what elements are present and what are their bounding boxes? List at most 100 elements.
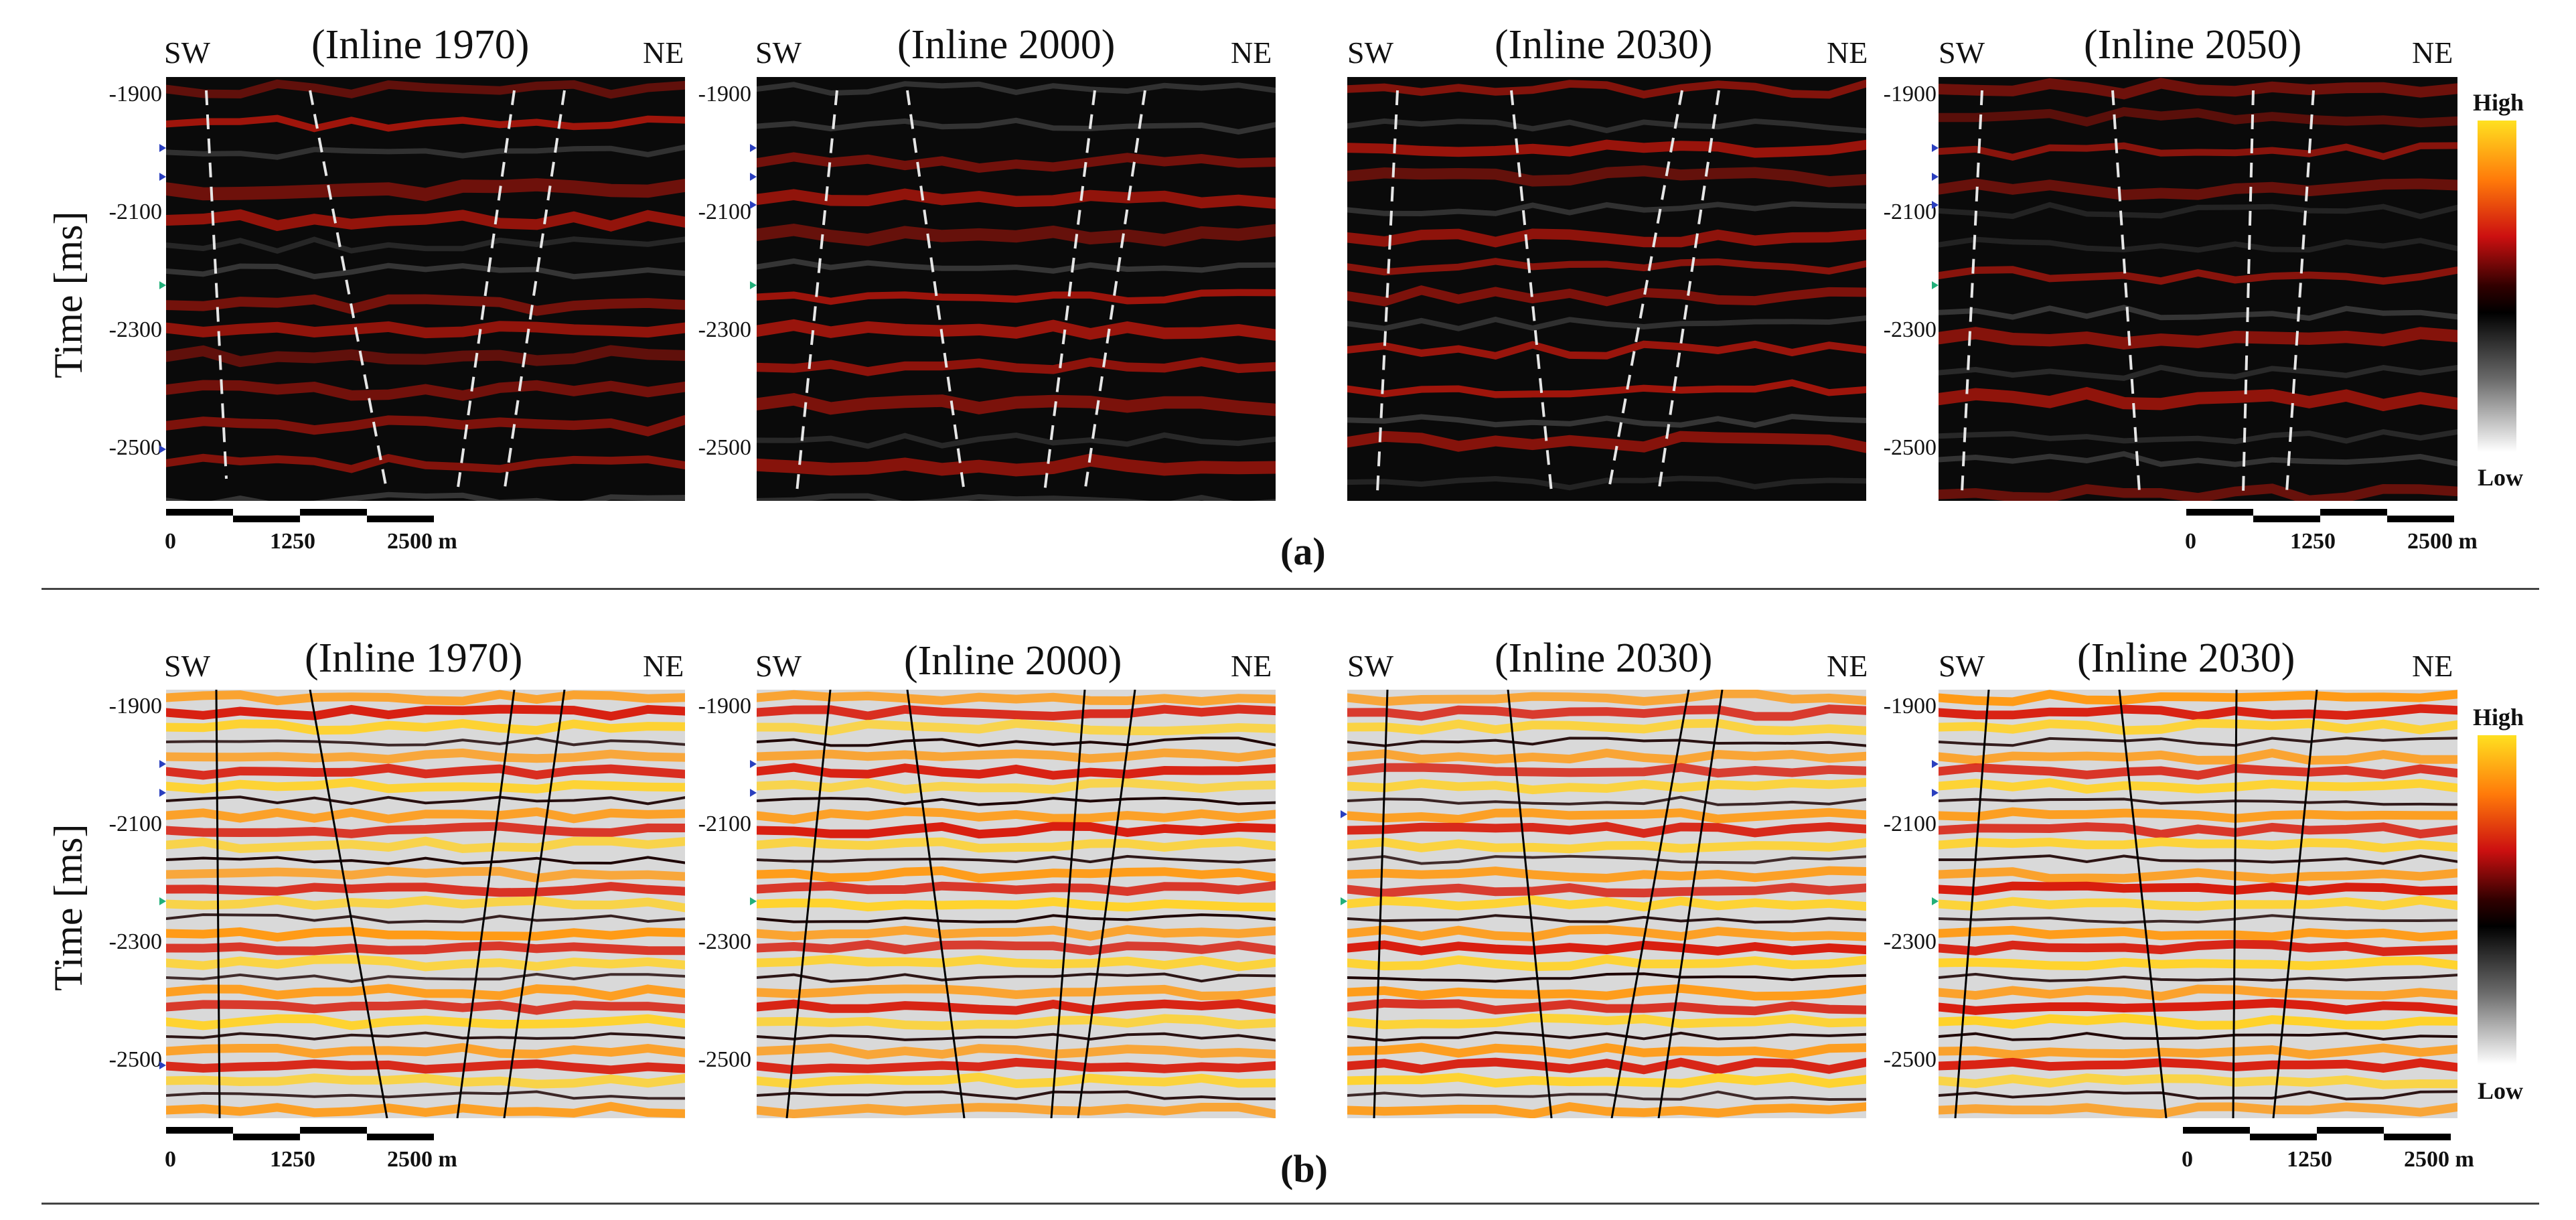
horizon-marker: [159, 173, 166, 181]
colorbar-low-label: Low: [2478, 464, 2524, 491]
reflector-band: [1347, 201, 1866, 217]
reflector-band: [1939, 305, 2457, 321]
scale-zero: 0: [2185, 529, 2196, 554]
scale-bar: 0 1250 2500 m: [165, 1127, 457, 1187]
panel-a1-seismic: [166, 77, 685, 501]
panel-b1-seismic: [166, 690, 685, 1118]
colorbar-high-label: High: [2473, 89, 2524, 116]
reflector-band: [1347, 718, 1866, 735]
reflector-band: [1939, 718, 2457, 735]
reflector-band: [1939, 386, 2457, 412]
tick-2300: -2300: [698, 317, 751, 342]
reflector-band: [166, 1059, 685, 1075]
reflector-band: [166, 1014, 685, 1031]
reflector-band: [1347, 379, 1866, 398]
reflector-band: [1347, 749, 1866, 765]
reflector-band: [757, 939, 1276, 956]
reflector-band: [166, 895, 685, 913]
sw-label: SW: [755, 35, 802, 70]
reflector-band: [1347, 228, 1866, 248]
reflector-band: [166, 690, 685, 706]
reflector-band: [166, 453, 685, 473]
horizon-marker: [159, 144, 166, 152]
reflector-band: [757, 493, 1276, 501]
scale-zero: 0: [2182, 1147, 2193, 1172]
reflector-band: [166, 882, 685, 897]
scale-end: 2500 m: [387, 1147, 457, 1172]
reflector-band: [1939, 797, 2457, 806]
panel-a4-seismic: [1939, 77, 2457, 501]
reflector-band: [166, 941, 685, 956]
reflector-band: [757, 718, 1276, 736]
panel-b1-title: (Inline 1970): [305, 635, 523, 681]
horizon-marker: [159, 1061, 166, 1069]
reflector-band: [757, 881, 1276, 897]
reflector-band: [1939, 1102, 2457, 1118]
reflector-band: [757, 1090, 1276, 1101]
reflector-band: [1939, 972, 2457, 982]
tick-2500: -2500: [1883, 435, 1937, 460]
row-b-label: (b): [1280, 1147, 1328, 1191]
reflector-band: [1939, 939, 2457, 956]
sw-label: SW: [164, 35, 210, 70]
scale-bar: 0 1250 2500 m: [2182, 1127, 2474, 1187]
scale-end: 2500 m: [2407, 529, 2478, 554]
separator-a: [42, 588, 2539, 590]
reflector-band: [1347, 763, 1866, 778]
reflector-band: [1347, 925, 1866, 941]
reflector-band: [757, 690, 1276, 706]
tick-2500: -2500: [1883, 1047, 1937, 1072]
scale-mid: 1250: [270, 529, 315, 554]
horizon-marker: [1932, 201, 1939, 209]
reflector-band: [1347, 165, 1866, 187]
reflector-band: [757, 432, 1276, 449]
horizon-marker: [750, 281, 757, 289]
horizon-marker: [750, 201, 757, 209]
reflector-band: [1347, 954, 1866, 972]
reflector-band: [166, 1000, 685, 1015]
reflector-band: [757, 392, 1276, 416]
reflector-band: [757, 704, 1276, 721]
reflector-band: [166, 856, 685, 865]
horizon-marker: [750, 897, 757, 905]
ne-label: NE: [1231, 35, 1272, 70]
reflector-band: [757, 999, 1276, 1015]
reflector-band: [1347, 1073, 1866, 1088]
reflector-band: [166, 294, 685, 316]
reflector-band: [166, 380, 685, 401]
reflector-band: [1939, 763, 2457, 780]
reflector-band: [1347, 795, 1866, 806]
tick-1900: -1900: [108, 694, 162, 718]
y-axis-label: Time [ms]: [46, 211, 90, 379]
reflector-band: [757, 837, 1276, 853]
reflector-band: [757, 1043, 1276, 1059]
horizon-marker: [1932, 173, 1939, 181]
tick-2100: -2100: [1883, 812, 1937, 836]
tick-1900: -1900: [698, 82, 751, 106]
reflector-band: [1347, 883, 1866, 898]
reflector-band: [1939, 998, 2457, 1015]
reflector-band: [1939, 1057, 2457, 1073]
reflector-band: [757, 954, 1276, 972]
reflector-band: [166, 1031, 685, 1041]
reflector-band: [166, 822, 685, 838]
reflector-band: [1939, 867, 2457, 883]
horizon-marker: [1341, 810, 1347, 818]
reflector-band: [1939, 984, 2457, 1001]
seismic-section-a2: [757, 77, 1276, 501]
reflector-band: [1939, 956, 2457, 971]
reflector-band: [1347, 431, 1866, 453]
reflector-band: [1939, 1043, 2457, 1059]
tick-2300: -2300: [1883, 929, 1937, 954]
reflector-band: [757, 866, 1276, 883]
reflector-band: [1939, 78, 2457, 100]
seismic-section-b2: [757, 690, 1276, 1118]
tick-1900: -1900: [108, 82, 162, 106]
reflector-band: [1939, 881, 2457, 896]
seismic-section-b3: [1347, 690, 1866, 1118]
reflector-band: [757, 1032, 1276, 1042]
reflector-band: [1939, 690, 2457, 706]
sw-label: SW: [164, 649, 210, 683]
reflector-band: [166, 1101, 685, 1118]
scale-zero: 0: [165, 1147, 176, 1172]
